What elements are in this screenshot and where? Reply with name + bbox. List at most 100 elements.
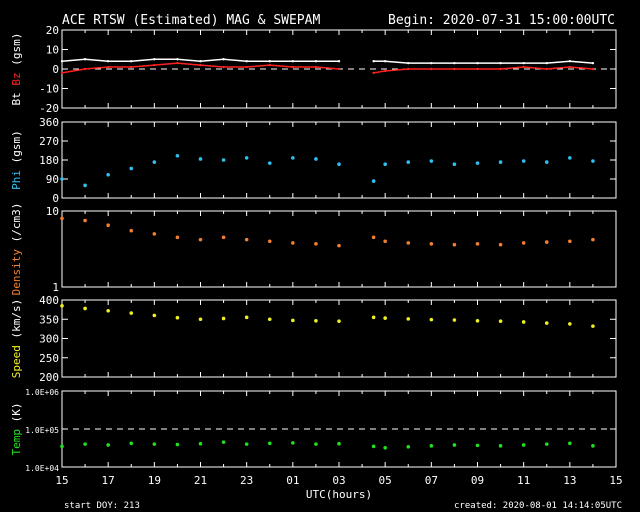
data-point	[406, 317, 411, 321]
data-point	[383, 316, 387, 320]
y-tick-label: 0	[52, 63, 59, 76]
data-point	[175, 442, 180, 447]
y-axis-label: Phi (gsm)	[10, 130, 23, 190]
data-point	[498, 160, 503, 164]
panel-frame	[61, 121, 617, 199]
data-point	[83, 306, 87, 311]
y-axis-label-part: Temp	[10, 429, 23, 456]
data-point	[152, 160, 157, 164]
x-tick-label: 13	[563, 474, 576, 487]
series-bt	[60, 58, 595, 65]
series-bz	[60, 61, 595, 75]
data-point	[267, 239, 272, 244]
data-point	[198, 317, 203, 322]
data-point	[267, 441, 272, 446]
data-point	[452, 242, 457, 247]
panel-frame	[61, 210, 617, 288]
data-point	[129, 441, 134, 446]
data-point	[291, 318, 295, 323]
data-point	[314, 318, 318, 323]
series-segment	[200, 58, 224, 62]
y-tick-label: -10	[39, 83, 59, 96]
data-point	[198, 237, 203, 242]
y-axis-label-part: (gsm)	[10, 33, 23, 73]
data-point	[498, 242, 503, 247]
data-point	[60, 177, 64, 181]
data-point	[544, 321, 549, 325]
series-segment	[177, 62, 201, 66]
data-point	[371, 235, 376, 240]
y-tick-label: 360	[39, 116, 59, 129]
data-point	[591, 61, 595, 65]
panel-phi: 360 270 180 90 0 Phi (gsm)	[10, 116, 617, 205]
data-point	[383, 239, 387, 244]
x-tick-labels: 15 17 19 21 23 01 03 05 07 09 11 13 15	[55, 474, 622, 487]
y-tick-label: 270	[39, 135, 59, 148]
y-axis-label-part: Bt	[10, 92, 23, 105]
data-point	[568, 239, 572, 244]
data-point	[267, 317, 272, 322]
data-point	[221, 158, 226, 162]
data-point	[244, 237, 249, 242]
data-point	[314, 442, 318, 446]
data-point	[83, 183, 87, 188]
data-point	[371, 315, 376, 320]
data-point	[406, 241, 411, 245]
data-point	[106, 308, 110, 313]
data-point	[314, 157, 318, 161]
series-segment	[569, 66, 593, 70]
data-point	[337, 162, 341, 167]
x-tick-label: 21	[194, 474, 207, 487]
data-point	[221, 440, 226, 444]
y-axis-label: Speed (km/s)	[10, 299, 23, 378]
data-point	[521, 241, 526, 245]
data-point	[406, 445, 411, 449]
data-point	[337, 243, 341, 248]
x-tick-label: 03	[332, 474, 345, 487]
x-tick-label: 01	[286, 474, 299, 487]
y-tick-label: 20	[46, 24, 59, 37]
data-point	[429, 317, 434, 322]
panel-density: 10 1 Density (/cm3)	[10, 203, 617, 295]
data-point	[129, 166, 134, 171]
panel-bt-bz: 20 10 0 -10 -20 Bt Bz (gsm)	[10, 24, 617, 115]
created-time: created: 2020-08-01 14:14:05UTC	[454, 501, 622, 511]
series-segment	[385, 60, 409, 64]
data-point	[406, 160, 411, 164]
data-point	[498, 319, 503, 323]
y-axis-label-part: (K)	[10, 403, 23, 430]
data-point	[106, 443, 110, 447]
begin-time: Begin: 2020-07-31 15:00:00UTC	[388, 13, 615, 28]
data-point	[60, 303, 64, 308]
series-segment	[177, 58, 201, 62]
data-point	[591, 324, 595, 328]
y-tick-label: 400	[39, 294, 59, 307]
data-point	[591, 237, 595, 242]
data-point	[521, 443, 526, 447]
y-tick-label: 1.0E+04	[25, 464, 59, 473]
x-tick-label: 17	[102, 474, 115, 487]
data-point	[521, 159, 526, 163]
x-axis-label: UTC(hours)	[306, 488, 372, 501]
x-tick-label: 09	[471, 474, 484, 487]
data-point	[337, 60, 341, 63]
data-point	[152, 442, 157, 446]
data-point	[544, 240, 549, 244]
y-axis-label-part: (km/s)	[10, 299, 23, 345]
panel-speed: 400 350 300 250 200 Speed (km/s)	[10, 294, 617, 384]
y-tick-label: 250	[39, 352, 59, 365]
data-point	[198, 441, 203, 446]
data-point	[452, 443, 457, 447]
data-point	[152, 313, 157, 318]
y-tick-label: 350	[39, 313, 59, 326]
data-point	[591, 159, 595, 163]
data-point	[337, 67, 341, 71]
series-phi	[60, 153, 595, 188]
series-segment	[61, 58, 86, 62]
y-axis-label: Temp (K)	[10, 403, 23, 456]
x-tick-label: 07	[425, 474, 438, 487]
data-point	[83, 218, 87, 223]
data-point	[371, 179, 376, 183]
series-segment	[85, 66, 109, 70]
